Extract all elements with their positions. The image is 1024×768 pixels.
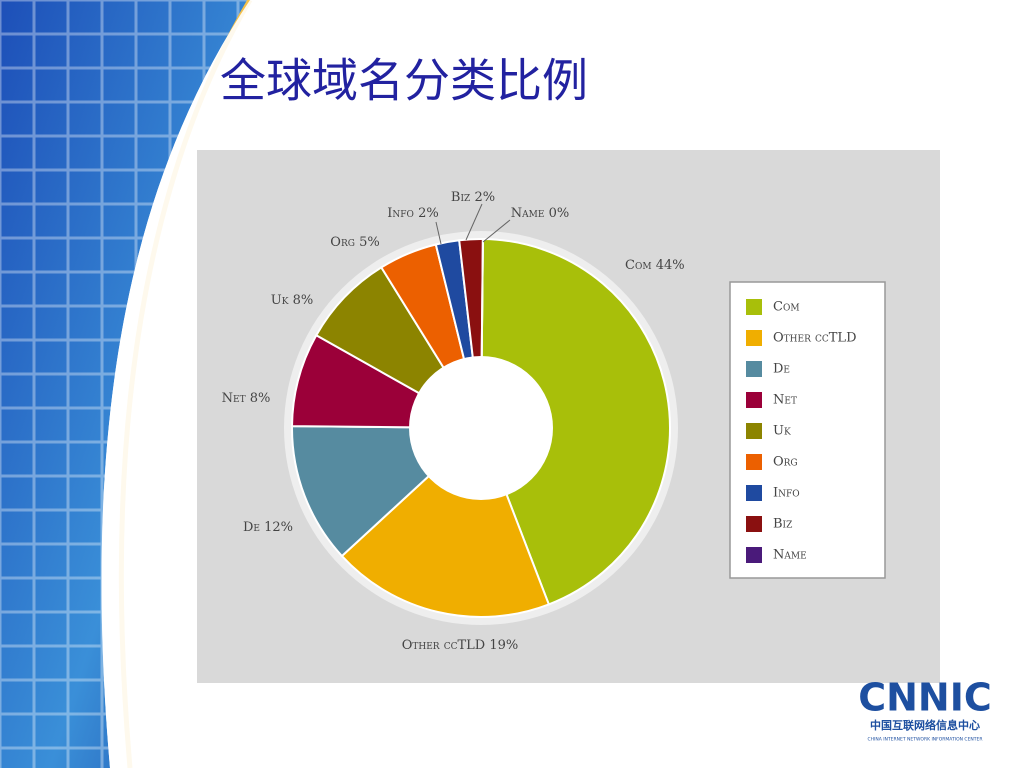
slice-label-value: 19% (489, 638, 518, 653)
slice-label-name: De (243, 520, 260, 535)
legend-swatch (746, 547, 762, 563)
slice-label: Biz 2% (451, 190, 495, 205)
slice-label-name: Info (387, 206, 414, 221)
slice-label-value: 8% (250, 391, 271, 406)
legend-swatch (746, 361, 762, 377)
legend-swatch (746, 454, 762, 470)
slice (479, 237, 672, 606)
slice-label-name: Org (330, 235, 355, 250)
legend-swatch (746, 330, 762, 346)
slice-label: Org 5% (330, 235, 379, 250)
legend-swatch (746, 423, 762, 439)
legend-label: Uk (773, 424, 791, 439)
slice-label-value: 2% (418, 206, 439, 221)
donut-hole (409, 356, 553, 500)
slice-label: De 12% (243, 520, 293, 535)
slice-label: Other ccTLD 19% (402, 638, 519, 653)
slice-label: Net 8% (222, 391, 271, 406)
slice-label: Com 44% (625, 258, 685, 273)
slice-label-name: Com (625, 258, 652, 273)
legend-label: De (773, 362, 790, 377)
legend-label: Info (773, 486, 800, 501)
slice-label-value: 12% (264, 520, 293, 535)
slice-label-name: Biz (451, 190, 470, 205)
legend-label: Name (773, 548, 807, 563)
legend-label: Other ccTLD (773, 331, 857, 346)
leader-line (482, 219, 511, 243)
slice-label-name: Other ccTLD (402, 638, 486, 653)
logo-name: CNNIC (858, 676, 992, 720)
legend-swatch (746, 485, 762, 501)
slice-label: Name 0% (511, 206, 569, 221)
slice-label-value: 8% (293, 293, 314, 308)
slice-label-value: 0% (549, 206, 570, 221)
legend-label: Biz (773, 517, 792, 532)
legend-label: Com (773, 300, 800, 315)
logo-subtitle: 中国互联网络信息中心 (870, 718, 980, 732)
slice-label-name: Uk (271, 293, 289, 308)
leader-line (465, 203, 483, 241)
legend-label: Org (773, 455, 798, 470)
slice-label-value: 5% (359, 235, 380, 250)
slice-label: Uk 8% (271, 293, 313, 308)
logo-tagline: CHINA INTERNET NETWORK INFORMATION CENTE… (867, 737, 982, 743)
legend-swatch (746, 299, 762, 315)
slice-label-value: 44% (656, 258, 685, 273)
slice-label: Info 2% (387, 206, 438, 221)
legend-swatch (746, 516, 762, 532)
slice-label-name: Name (511, 206, 545, 221)
slice-label-value: 2% (474, 190, 495, 205)
decoration-grid (0, 0, 250, 768)
decoration-curve (101, 0, 265, 768)
legend-label: Net (773, 393, 797, 408)
title: 全球域名分类比例 (220, 54, 588, 108)
leader-line (435, 221, 442, 245)
slice-label-name: Net (222, 391, 246, 406)
legend-swatch (746, 392, 762, 408)
